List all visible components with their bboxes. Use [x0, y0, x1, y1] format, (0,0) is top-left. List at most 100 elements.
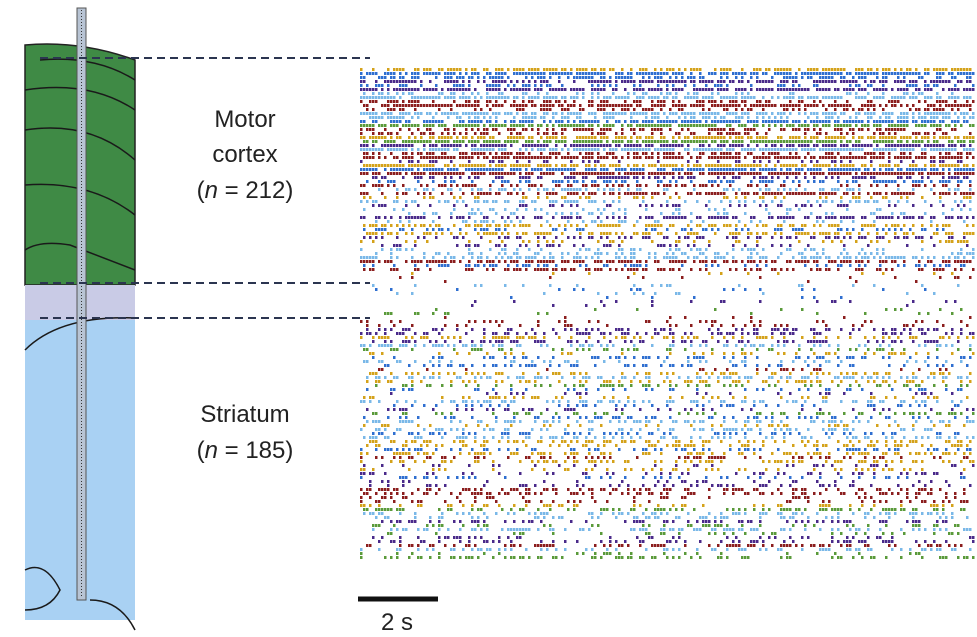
spike-row — [360, 456, 969, 459]
spike-row — [366, 408, 975, 411]
count-open: ( — [197, 177, 205, 204]
spike-row — [360, 192, 975, 195]
spike-row — [363, 464, 975, 467]
spike-row — [360, 496, 957, 499]
spike-row — [378, 188, 972, 191]
spike-row — [360, 472, 963, 475]
region-name: cortex — [212, 141, 277, 168]
spike-row — [375, 252, 975, 255]
spike-row — [363, 396, 969, 399]
spike-row — [363, 224, 975, 227]
spike-row — [360, 344, 972, 347]
spike-row — [360, 100, 975, 103]
spike-row — [381, 244, 969, 247]
spike-row — [366, 420, 975, 423]
region-count: (n = 185) — [197, 437, 294, 464]
spike-row — [360, 120, 969, 123]
spike-row — [363, 140, 975, 143]
spike-row — [360, 260, 972, 263]
count-open: ( — [197, 437, 205, 464]
spike-row — [360, 148, 975, 151]
spike-row — [360, 132, 972, 135]
spike-row — [360, 460, 975, 463]
spike-row — [360, 476, 966, 479]
spike-row — [372, 356, 972, 359]
spike-row — [372, 536, 975, 539]
spike-row — [363, 92, 954, 95]
spike-row — [360, 448, 972, 451]
spike-row — [372, 340, 960, 343]
spike-row — [372, 524, 960, 527]
spike-row — [384, 312, 954, 315]
spike-row — [375, 516, 969, 519]
spike-row — [363, 264, 966, 267]
spike-row — [360, 452, 972, 455]
spike-row — [369, 440, 972, 443]
spike-row — [369, 372, 972, 375]
spike-row — [360, 504, 954, 507]
spike-row — [408, 212, 945, 215]
spike-row — [372, 412, 975, 415]
spike-row — [375, 288, 927, 291]
spike-row — [372, 176, 969, 179]
spike-row — [360, 96, 972, 99]
count-rest: = 185) — [218, 437, 293, 464]
region-count: (n = 212) — [197, 177, 294, 204]
spike-row — [366, 376, 969, 379]
spike-row — [360, 468, 966, 471]
spike-row — [360, 124, 975, 127]
spike-row — [372, 432, 960, 435]
spike-row — [360, 88, 975, 91]
spike-row — [363, 104, 972, 107]
spike-row — [360, 200, 972, 203]
spike-row — [363, 348, 972, 351]
spike-row — [372, 284, 960, 287]
spike-row — [375, 220, 966, 223]
spike-row — [444, 316, 972, 319]
spike-row — [378, 368, 948, 371]
spike-row — [360, 400, 963, 403]
spike-row — [471, 304, 909, 307]
spike-row — [360, 216, 975, 219]
count-symbol: n — [205, 177, 218, 204]
spike-row — [360, 80, 972, 83]
spike-row — [360, 184, 972, 187]
spike-row — [399, 276, 972, 279]
spike-row — [360, 336, 975, 339]
spike-row — [366, 108, 972, 111]
spike-row — [363, 512, 954, 515]
spike-row — [360, 240, 969, 243]
spike-row — [360, 332, 975, 335]
spike-row — [360, 168, 975, 171]
spike-row — [363, 236, 966, 239]
spike-row — [363, 228, 945, 231]
brain-section — [24, 7, 136, 631]
spike-row — [363, 492, 966, 495]
spike-row — [474, 300, 957, 303]
spike-row — [369, 484, 972, 487]
spike-row — [411, 272, 954, 275]
spike-row — [360, 144, 972, 147]
spike-row — [363, 416, 969, 419]
count-symbol: n — [205, 437, 218, 464]
spike-row — [363, 208, 972, 211]
spike-row — [366, 388, 963, 391]
spike-row — [384, 364, 969, 367]
spike-row — [360, 72, 975, 75]
spike-row — [360, 556, 975, 559]
spike-row — [360, 552, 921, 555]
spike-row — [363, 164, 975, 167]
spike-row — [363, 156, 975, 159]
spike-row — [360, 548, 972, 551]
spike-row — [360, 76, 972, 79]
spike-row — [366, 324, 969, 327]
spike-row — [435, 308, 963, 311]
spike-row — [360, 136, 975, 139]
spike-row — [378, 540, 975, 543]
spike-row — [366, 544, 963, 547]
spike-row — [360, 172, 975, 175]
scale-bar-label: 2 s — [381, 609, 413, 636]
spike-row — [360, 160, 963, 163]
cortex-boundary — [24, 242, 136, 271]
spike-row — [387, 532, 960, 535]
